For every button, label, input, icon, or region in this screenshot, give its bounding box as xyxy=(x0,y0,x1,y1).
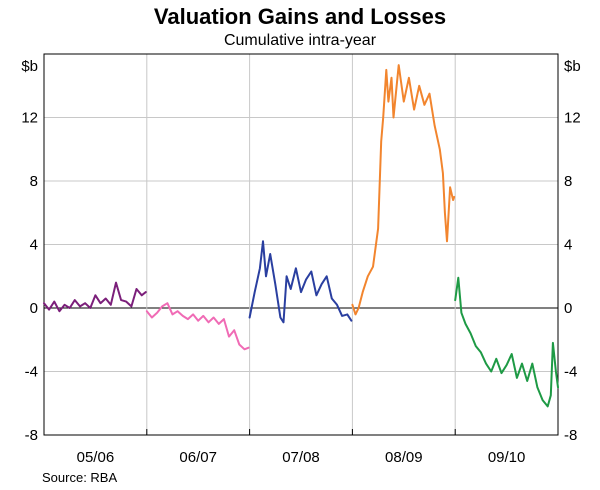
y-tick-label-left: -4 xyxy=(25,364,38,381)
chart-subtitle: Cumulative intra-year xyxy=(223,32,377,49)
chart-source: Source: RBA xyxy=(42,470,118,485)
series-line-09-10 xyxy=(454,276,559,408)
y-unit-right: $b xyxy=(564,58,581,75)
x-tick-label: 05/06 xyxy=(77,449,115,466)
series-line-07-08 xyxy=(248,240,353,324)
y-unit-left: $b xyxy=(21,58,38,75)
y-tick-label-right: -8 xyxy=(564,427,577,444)
y-tick-label-right: 0 xyxy=(564,300,572,317)
y-tick-label-right: 12 xyxy=(564,110,581,127)
series-line-08-09 xyxy=(351,64,456,316)
chart-title: Valuation Gains and Losses xyxy=(153,4,447,29)
x-tick-label: 09/10 xyxy=(488,449,526,466)
y-tick-label-left: 12 xyxy=(21,110,38,127)
y-tick-label-left: -8 xyxy=(25,427,38,444)
y-tick-label-right: -4 xyxy=(564,364,577,381)
x-tick-label: 06/07 xyxy=(179,449,217,466)
y-tick-label-left: 0 xyxy=(30,300,38,317)
series-layer xyxy=(43,64,559,408)
x-tick-label: 07/08 xyxy=(282,449,320,466)
gridlines xyxy=(44,54,558,435)
y-tick-label-right: 8 xyxy=(564,173,572,190)
y-tick-label-right: 4 xyxy=(564,237,572,254)
series-line-06-07 xyxy=(145,302,250,351)
y-tick-label-left: 8 xyxy=(30,173,38,190)
series-line-05-06 xyxy=(43,281,147,313)
plot-frame xyxy=(43,53,559,436)
y-tick-label-left: 4 xyxy=(30,237,38,254)
x-tick-label: 08/09 xyxy=(385,449,423,466)
axis-layer: -8 -8 -4 -4 0 0 4 4 8 8 12 12 $b $b 05/06 06/07 07/08 08/… xyxy=(21,58,580,466)
